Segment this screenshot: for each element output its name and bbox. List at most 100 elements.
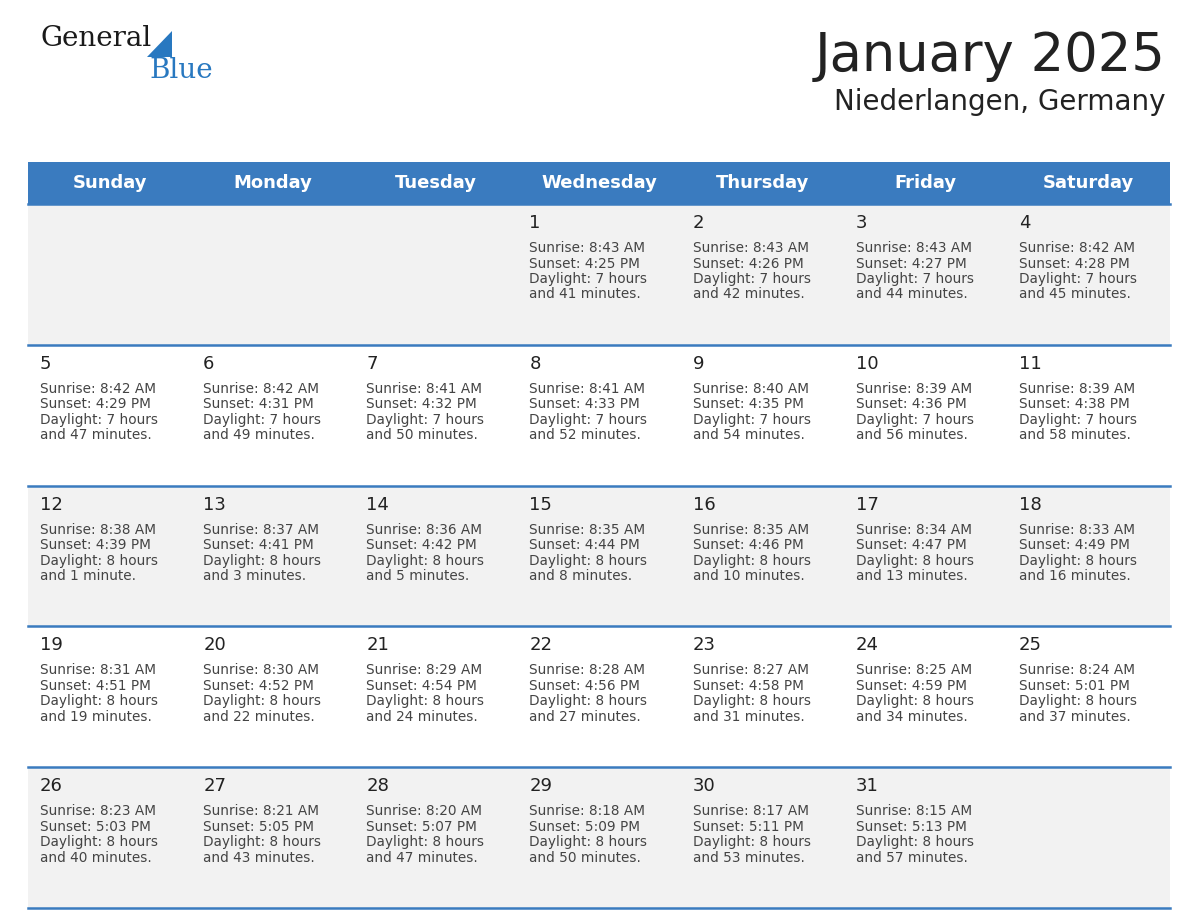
Text: Daylight: 7 hours: Daylight: 7 hours: [1019, 413, 1137, 427]
Text: Daylight: 7 hours: Daylight: 7 hours: [530, 413, 647, 427]
Text: Daylight: 7 hours: Daylight: 7 hours: [855, 413, 974, 427]
Text: Sunrise: 8:42 AM: Sunrise: 8:42 AM: [203, 382, 320, 396]
Text: Sunrise: 8:15 AM: Sunrise: 8:15 AM: [855, 804, 972, 818]
Text: Sunrise: 8:36 AM: Sunrise: 8:36 AM: [366, 522, 482, 537]
Text: 3: 3: [855, 214, 867, 232]
Text: and 37 minutes.: and 37 minutes.: [1019, 710, 1131, 724]
Bar: [29, 626, 1170, 767]
Text: Sunrise: 8:35 AM: Sunrise: 8:35 AM: [693, 522, 809, 537]
Text: and 54 minutes.: and 54 minutes.: [693, 429, 804, 442]
Text: Daylight: 8 hours: Daylight: 8 hours: [366, 835, 485, 849]
Text: Sunset: 4:38 PM: Sunset: 4:38 PM: [1019, 397, 1130, 411]
Text: Sunrise: 8:34 AM: Sunrise: 8:34 AM: [855, 522, 972, 537]
Text: Daylight: 8 hours: Daylight: 8 hours: [366, 554, 485, 567]
Text: Daylight: 8 hours: Daylight: 8 hours: [693, 835, 810, 849]
Text: Sunrise: 8:25 AM: Sunrise: 8:25 AM: [855, 664, 972, 677]
Text: Sunset: 4:46 PM: Sunset: 4:46 PM: [693, 538, 803, 552]
Text: Sunrise: 8:23 AM: Sunrise: 8:23 AM: [40, 804, 156, 818]
Text: and 56 minutes.: and 56 minutes.: [855, 429, 967, 442]
Text: Sunrise: 8:39 AM: Sunrise: 8:39 AM: [855, 382, 972, 396]
Text: and 13 minutes.: and 13 minutes.: [855, 569, 967, 583]
Text: Tuesday: Tuesday: [394, 174, 476, 192]
Text: Sunset: 5:01 PM: Sunset: 5:01 PM: [1019, 679, 1130, 693]
Text: 30: 30: [693, 778, 715, 795]
Text: 14: 14: [366, 496, 390, 513]
Text: Daylight: 7 hours: Daylight: 7 hours: [693, 272, 810, 286]
Text: Sunset: 4:41 PM: Sunset: 4:41 PM: [203, 538, 314, 552]
Text: Daylight: 7 hours: Daylight: 7 hours: [203, 413, 321, 427]
Text: 7: 7: [366, 354, 378, 373]
Text: and 47 minutes.: and 47 minutes.: [40, 429, 152, 442]
Text: Sunrise: 8:31 AM: Sunrise: 8:31 AM: [40, 664, 156, 677]
Text: Sunset: 5:11 PM: Sunset: 5:11 PM: [693, 820, 803, 834]
Text: Daylight: 8 hours: Daylight: 8 hours: [693, 694, 810, 709]
Text: and 27 minutes.: and 27 minutes.: [530, 710, 642, 724]
Bar: [29, 486, 1170, 626]
Text: and 50 minutes.: and 50 minutes.: [530, 851, 642, 865]
Text: Sunset: 4:58 PM: Sunset: 4:58 PM: [693, 679, 803, 693]
Text: Daylight: 8 hours: Daylight: 8 hours: [203, 835, 321, 849]
Text: 5: 5: [40, 354, 51, 373]
Text: Sunrise: 8:38 AM: Sunrise: 8:38 AM: [40, 522, 156, 537]
Text: Daylight: 7 hours: Daylight: 7 hours: [693, 413, 810, 427]
Text: Daylight: 8 hours: Daylight: 8 hours: [530, 694, 647, 709]
Text: and 5 minutes.: and 5 minutes.: [366, 569, 469, 583]
Text: and 57 minutes.: and 57 minutes.: [855, 851, 967, 865]
Text: 21: 21: [366, 636, 390, 655]
Text: 17: 17: [855, 496, 879, 513]
Text: Daylight: 8 hours: Daylight: 8 hours: [1019, 694, 1137, 709]
Text: and 50 minutes.: and 50 minutes.: [366, 429, 478, 442]
Text: Sunset: 5:09 PM: Sunset: 5:09 PM: [530, 820, 640, 834]
Bar: [29, 767, 1170, 908]
Text: Sunrise: 8:21 AM: Sunrise: 8:21 AM: [203, 804, 320, 818]
Text: and 42 minutes.: and 42 minutes.: [693, 287, 804, 301]
Text: Sunset: 4:32 PM: Sunset: 4:32 PM: [366, 397, 478, 411]
Text: and 43 minutes.: and 43 minutes.: [203, 851, 315, 865]
Text: Sunset: 4:47 PM: Sunset: 4:47 PM: [855, 538, 967, 552]
Text: Niederlangen, Germany: Niederlangen, Germany: [834, 88, 1165, 116]
Text: Daylight: 8 hours: Daylight: 8 hours: [1019, 554, 1137, 567]
Text: and 24 minutes.: and 24 minutes.: [366, 710, 478, 724]
Text: Sunrise: 8:41 AM: Sunrise: 8:41 AM: [530, 382, 645, 396]
Text: and 16 minutes.: and 16 minutes.: [1019, 569, 1131, 583]
Text: Daylight: 8 hours: Daylight: 8 hours: [40, 835, 158, 849]
Text: Sunday: Sunday: [72, 174, 147, 192]
Text: and 58 minutes.: and 58 minutes.: [1019, 429, 1131, 442]
Text: and 47 minutes.: and 47 minutes.: [366, 851, 478, 865]
Text: Sunrise: 8:24 AM: Sunrise: 8:24 AM: [1019, 664, 1135, 677]
Text: Sunset: 4:39 PM: Sunset: 4:39 PM: [40, 538, 151, 552]
Text: 25: 25: [1019, 636, 1042, 655]
Text: 29: 29: [530, 778, 552, 795]
Text: Sunset: 4:42 PM: Sunset: 4:42 PM: [366, 538, 478, 552]
Text: and 1 minute.: and 1 minute.: [40, 569, 135, 583]
Text: Daylight: 8 hours: Daylight: 8 hours: [40, 694, 158, 709]
Text: 9: 9: [693, 354, 704, 373]
Text: and 34 minutes.: and 34 minutes.: [855, 710, 967, 724]
Text: 15: 15: [530, 496, 552, 513]
Text: Sunrise: 8:18 AM: Sunrise: 8:18 AM: [530, 804, 645, 818]
Text: Sunset: 4:28 PM: Sunset: 4:28 PM: [1019, 256, 1130, 271]
Text: Daylight: 8 hours: Daylight: 8 hours: [203, 694, 321, 709]
Text: Sunset: 4:54 PM: Sunset: 4:54 PM: [366, 679, 478, 693]
Text: and 19 minutes.: and 19 minutes.: [40, 710, 152, 724]
Text: Sunset: 4:59 PM: Sunset: 4:59 PM: [855, 679, 967, 693]
Text: 27: 27: [203, 778, 226, 795]
Text: Sunrise: 8:30 AM: Sunrise: 8:30 AM: [203, 664, 320, 677]
Text: Daylight: 7 hours: Daylight: 7 hours: [855, 272, 974, 286]
Text: 31: 31: [855, 778, 879, 795]
Text: and 31 minutes.: and 31 minutes.: [693, 710, 804, 724]
Text: Sunset: 4:26 PM: Sunset: 4:26 PM: [693, 256, 803, 271]
Text: Daylight: 7 hours: Daylight: 7 hours: [40, 413, 158, 427]
Text: Friday: Friday: [895, 174, 956, 192]
Text: 24: 24: [855, 636, 879, 655]
Text: Daylight: 8 hours: Daylight: 8 hours: [855, 694, 974, 709]
Text: Daylight: 8 hours: Daylight: 8 hours: [40, 554, 158, 567]
Text: Blue: Blue: [148, 57, 213, 84]
Text: 28: 28: [366, 778, 390, 795]
Text: Sunrise: 8:28 AM: Sunrise: 8:28 AM: [530, 664, 645, 677]
Text: Sunrise: 8:29 AM: Sunrise: 8:29 AM: [366, 664, 482, 677]
Text: 4: 4: [1019, 214, 1030, 232]
Text: Sunset: 4:44 PM: Sunset: 4:44 PM: [530, 538, 640, 552]
Text: and 44 minutes.: and 44 minutes.: [855, 287, 967, 301]
Text: 12: 12: [40, 496, 63, 513]
